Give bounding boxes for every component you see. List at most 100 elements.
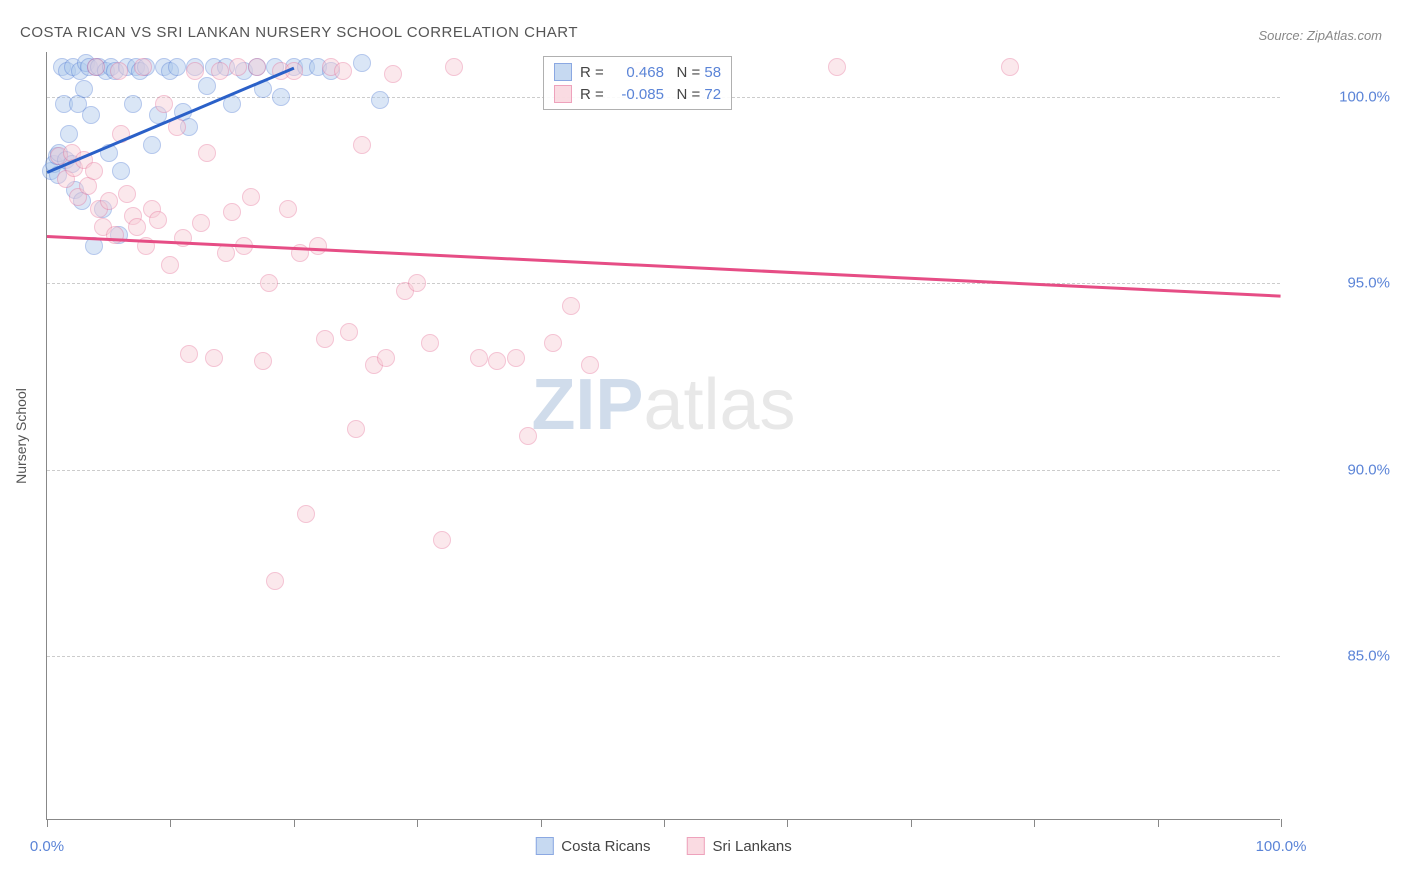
scatter-point <box>562 297 580 315</box>
scatter-point <box>408 274 426 292</box>
scatter-point <box>544 334 562 352</box>
series-legend-label: Sri Lankans <box>712 838 791 855</box>
series-legend-item: Sri Lankans <box>686 837 791 855</box>
scatter-point <box>266 572 284 590</box>
scatter-point <box>100 192 118 210</box>
scatter-point <box>143 136 161 154</box>
x-tick-label: 0.0% <box>30 838 64 855</box>
source-label: Source: ZipAtlas.com <box>1258 28 1382 43</box>
series-legend: Costa Ricans Sri Lankans <box>535 837 791 855</box>
grid-line <box>47 470 1280 471</box>
scatter-point <box>353 54 371 72</box>
scatter-point <box>433 531 451 549</box>
scatter-point <box>377 349 395 367</box>
x-tick <box>1034 819 1035 827</box>
scatter-point <box>75 80 93 98</box>
y-tick-label: 100.0% <box>1290 88 1390 105</box>
scatter-point <box>248 58 266 76</box>
scatter-point <box>211 62 229 80</box>
legend-swatch <box>686 837 704 855</box>
scatter-point <box>198 144 216 162</box>
y-axis-label: Nursery School <box>13 388 29 484</box>
scatter-point <box>334 62 352 80</box>
x-tick <box>541 819 542 827</box>
scatter-point <box>297 505 315 523</box>
scatter-point <box>161 256 179 274</box>
grid-line <box>47 283 1280 284</box>
series-legend-label: Costa Ricans <box>561 838 650 855</box>
scatter-point <box>371 91 389 109</box>
scatter-point <box>316 330 334 348</box>
scatter-point <box>87 58 105 76</box>
x-tick <box>1281 819 1282 827</box>
x-tick <box>787 819 788 827</box>
chart-title: COSTA RICAN VS SRI LANKAN NURSERY SCHOOL… <box>20 24 578 41</box>
scatter-point <box>186 62 204 80</box>
scatter-point <box>223 203 241 221</box>
x-tick <box>170 819 171 827</box>
scatter-point <box>110 62 128 80</box>
scatter-point <box>519 427 537 445</box>
watermark: ZIPatlas <box>531 364 795 446</box>
scatter-point <box>198 77 216 95</box>
legend-swatch <box>554 85 572 103</box>
scatter-point <box>1001 58 1019 76</box>
scatter-point <box>82 106 100 124</box>
scatter-point <box>192 214 210 232</box>
series-legend-item: Costa Ricans <box>535 837 650 855</box>
scatter-point <box>149 211 167 229</box>
scatter-point <box>488 352 506 370</box>
scatter-point <box>340 323 358 341</box>
correlation-stat-text: R = 0.468 N = 58 <box>580 64 721 81</box>
correlation-stat-text: R = -0.085 N = 72 <box>580 86 721 103</box>
scatter-point <box>112 162 130 180</box>
scatter-point <box>174 229 192 247</box>
scatter-point <box>118 185 136 203</box>
scatter-point <box>85 162 103 180</box>
legend-swatch <box>535 837 553 855</box>
x-tick-label: 100.0% <box>1256 838 1307 855</box>
scatter-point <box>229 58 247 76</box>
scatter-point <box>168 58 186 76</box>
scatter-point <box>260 274 278 292</box>
y-tick-label: 90.0% <box>1290 461 1390 478</box>
scatter-point <box>134 58 152 76</box>
scatter-point <box>242 188 260 206</box>
correlation-legend-row: R = -0.085 N = 72 <box>554 83 721 105</box>
x-tick <box>417 819 418 827</box>
scatter-point <box>353 136 371 154</box>
watermark-atlas: atlas <box>643 365 795 445</box>
scatter-point <box>384 65 402 83</box>
scatter-point <box>347 420 365 438</box>
y-tick-label: 95.0% <box>1290 275 1390 292</box>
scatter-point <box>309 237 327 255</box>
y-tick-label: 85.0% <box>1290 647 1390 664</box>
scatter-point <box>470 349 488 367</box>
x-tick <box>1158 819 1159 827</box>
x-tick <box>664 819 665 827</box>
legend-swatch <box>554 63 572 81</box>
scatter-point <box>180 345 198 363</box>
scatter-point <box>507 349 525 367</box>
scatter-point <box>828 58 846 76</box>
scatter-point <box>155 95 173 113</box>
scatter-point <box>421 334 439 352</box>
x-tick <box>294 819 295 827</box>
x-tick <box>911 819 912 827</box>
watermark-zip: ZIP <box>531 365 643 445</box>
scatter-point <box>272 88 290 106</box>
scatter-point <box>60 125 78 143</box>
scatter-plot: Nursery School ZIPatlas 85.0%90.0%95.0%1… <box>46 52 1280 820</box>
x-tick <box>47 819 48 827</box>
scatter-point <box>128 218 146 236</box>
correlation-legend-row: R = 0.468 N = 58 <box>554 61 721 83</box>
scatter-point <box>279 200 297 218</box>
scatter-point <box>445 58 463 76</box>
scatter-point <box>217 244 235 262</box>
grid-line <box>47 656 1280 657</box>
scatter-point <box>205 349 223 367</box>
scatter-point <box>124 95 142 113</box>
trend-line <box>47 235 1281 297</box>
scatter-point <box>254 352 272 370</box>
correlation-legend: R = 0.468 N = 58 R = -0.085 N = 72 <box>543 56 732 110</box>
